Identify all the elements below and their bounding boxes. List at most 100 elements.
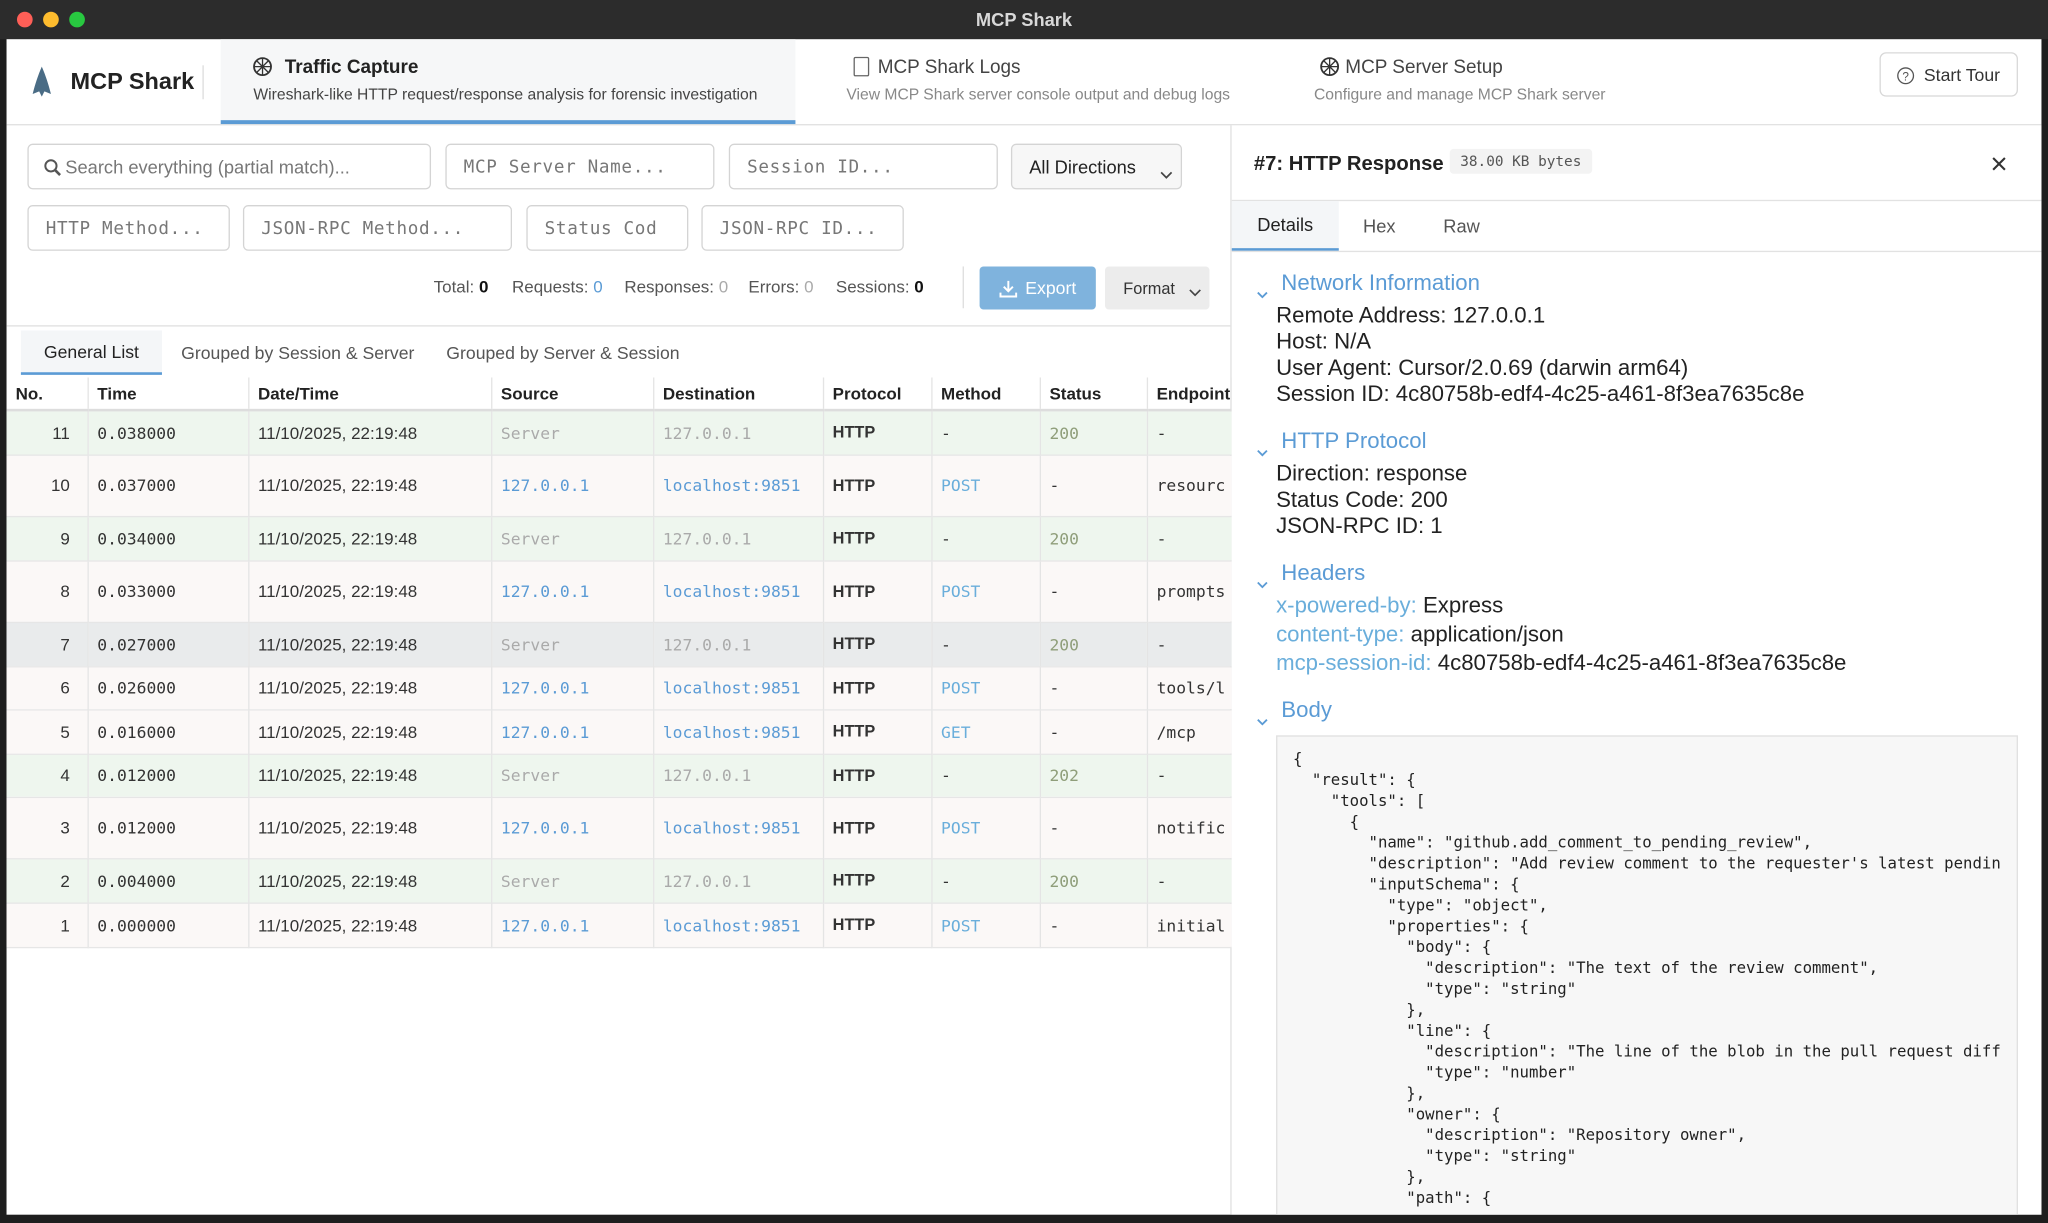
column-header[interactable]: Status bbox=[1039, 377, 1148, 412]
list-tab[interactable]: Grouped by Server & Session bbox=[446, 342, 680, 363]
column-header[interactable]: Time bbox=[87, 377, 249, 412]
cell: 127.0.0.1 bbox=[653, 753, 824, 798]
nav-title: MCP Server Setup bbox=[1345, 57, 1503, 79]
packet-row[interactable]: 5 0.016000 11/10/2025, 22:19:48 127.0.0.1 lo… bbox=[6, 709, 1233, 755]
filter-input[interactable]: Search everything (partial match)... bbox=[27, 143, 432, 190]
svg-text:?: ? bbox=[1902, 70, 1909, 83]
stat: Total: 0 bbox=[434, 277, 489, 297]
header-value: application/json bbox=[1410, 621, 1564, 647]
cell: notific bbox=[1146, 796, 1233, 859]
cell: - bbox=[1039, 454, 1148, 517]
body-line: "line": { bbox=[1293, 1021, 1492, 1040]
packet-row[interactable]: 2 0.004000 11/10/2025, 22:19:48 Server 127.0… bbox=[6, 858, 1233, 904]
detail-tab[interactable]: Raw bbox=[1443, 215, 1480, 237]
tbody: 11 0.038000 11/10/2025, 22:19:48 Server 127.… bbox=[6, 410, 1233, 948]
packet-row[interactable]: 6 0.026000 11/10/2025, 22:19:48 127.0.0.1 lo… bbox=[6, 666, 1233, 710]
column-header[interactable]: Source bbox=[491, 377, 654, 412]
cell: HTTP bbox=[822, 410, 932, 456]
header-item: mcp-session-id: 4c80758b-edf4-4c25-a461-… bbox=[1276, 650, 1846, 676]
list-tab[interactable]: General List bbox=[20, 330, 162, 375]
separator bbox=[6, 325, 1231, 327]
cell: 11/10/2025, 22:19:48 bbox=[248, 515, 492, 561]
cell: - bbox=[1146, 621, 1233, 667]
header-key: content-type: bbox=[1276, 621, 1405, 647]
direction-select[interactable]: All Directions bbox=[1010, 143, 1183, 190]
column-header[interactable]: Destination bbox=[653, 377, 824, 412]
placeholder: MCP Server Name... bbox=[463, 156, 667, 177]
cell: - bbox=[1039, 902, 1148, 948]
cell: localhost:9851 bbox=[653, 666, 824, 710]
cell: 127.0.0.1 bbox=[653, 858, 824, 904]
detail-tab[interactable]: Details bbox=[1231, 201, 1339, 251]
packet-row[interactable]: 8 0.033000 11/10/2025, 22:19:48 127.0.0.1 lo… bbox=[6, 560, 1233, 623]
cell: 7 bbox=[6, 621, 89, 667]
body-box: { "result": { "tools": [ { "name": "gith… bbox=[1276, 735, 2018, 1215]
packet-row[interactable]: 11 0.038000 11/10/2025, 22:19:48 Server 127.… bbox=[6, 410, 1233, 456]
body-line: "description": "Repository owner", bbox=[1293, 1125, 1746, 1145]
filter-input[interactable]: Status Cod bbox=[526, 205, 689, 251]
cell: - bbox=[931, 410, 1041, 456]
column-header[interactable]: Method bbox=[931, 377, 1041, 412]
packet-row[interactable]: 1 0.000000 11/10/2025, 22:19:48 127.0.0.1 lo… bbox=[6, 902, 1233, 948]
filter-input[interactable]: Session ID... bbox=[728, 143, 998, 190]
list-tab[interactable]: Grouped by Session & Server bbox=[181, 342, 415, 363]
body-line: { bbox=[1293, 749, 1303, 768]
column-header[interactable]: No. bbox=[6, 377, 89, 412]
packet-row[interactable]: 4 0.012000 11/10/2025, 22:19:48 Server 127.0… bbox=[6, 753, 1233, 798]
nav-tab[interactable]: MCP Shark Logs View MCP Shark server cons… bbox=[844, 39, 1275, 124]
cell: 0.000000 bbox=[87, 902, 249, 948]
body-line: "type": "number" bbox=[1293, 1063, 1577, 1082]
body-line: "description": "The line of the blob in … bbox=[1293, 1042, 2001, 1061]
packet-row[interactable]: 7 0.027000 11/10/2025, 22:19:48 Server 127.0… bbox=[6, 621, 1233, 667]
close-button[interactable] bbox=[1992, 154, 2006, 171]
column-header[interactable]: Date/Time bbox=[248, 377, 492, 412]
filter-input[interactable]: JSON-RPC Method... bbox=[242, 205, 512, 251]
cell: 127.0.0.1 bbox=[653, 515, 824, 561]
logo bbox=[30, 65, 54, 99]
nav-tab[interactable]: Traffic Capture Wireshark-like HTTP reque… bbox=[220, 39, 796, 125]
packet-row[interactable]: 3 0.012000 11/10/2025, 22:19:48 127.0.0.1 lo… bbox=[6, 796, 1233, 859]
cell: POST bbox=[931, 796, 1041, 859]
cell: 11/10/2025, 22:19:48 bbox=[248, 621, 492, 667]
start-tour-button[interactable]: Start Tour? bbox=[1879, 52, 2018, 97]
cell: 11/10/2025, 22:19:48 bbox=[248, 753, 492, 798]
help-icon-glyph: ? bbox=[1897, 67, 1915, 85]
filter-input[interactable]: JSON-RPC ID... bbox=[701, 205, 904, 251]
stat-label: Errors: bbox=[748, 276, 800, 297]
nav-icon-glyph bbox=[1320, 57, 1340, 77]
nav-subtitle: View MCP Shark server console output and… bbox=[846, 84, 1231, 104]
cell: 0.004000 bbox=[87, 858, 249, 904]
cell: 8 bbox=[6, 560, 89, 623]
placeholder: HTTP Method... bbox=[45, 217, 204, 239]
header-row: No. Time Date/Time Source Destination Protoco… bbox=[6, 377, 1233, 412]
cell: 2 bbox=[6, 858, 89, 904]
cell: 11/10/2025, 22:19:48 bbox=[248, 560, 492, 623]
window-title: MCP Shark bbox=[975, 9, 1073, 31]
section-chevron-glyph bbox=[1257, 449, 1268, 457]
placeholder: Session ID... bbox=[747, 156, 894, 177]
stat-label: Requests: bbox=[511, 276, 589, 297]
cell: HTTP bbox=[822, 709, 932, 755]
export-button[interactable]: Export bbox=[979, 266, 1096, 310]
packet-row[interactable]: 9 0.034000 11/10/2025, 22:19:48 Server 127.0… bbox=[6, 515, 1233, 561]
cell: localhost:9851 bbox=[653, 709, 824, 755]
packet-row[interactable]: 10 0.037000 11/10/2025, 22:19:48 127.0.0.1 l… bbox=[6, 454, 1233, 517]
stat: Errors: 0 bbox=[748, 277, 813, 297]
filter-input[interactable]: MCP Server Name... bbox=[445, 143, 715, 190]
stat-value: 0 bbox=[718, 276, 729, 297]
nav-tab[interactable]: MCP Server Setup Configure and manage MCP… bbox=[1311, 39, 1703, 124]
column-header[interactable]: Protocol bbox=[822, 377, 932, 412]
filter-input[interactable]: HTTP Method... bbox=[27, 205, 230, 251]
cell: 127.0.0.1 bbox=[491, 560, 654, 623]
cell: 4 bbox=[6, 753, 89, 798]
cell: - bbox=[931, 858, 1041, 904]
column-header[interactable]: Endpoint bbox=[1146, 377, 1233, 412]
chevron-glyph bbox=[1189, 289, 1201, 297]
nav-icon-glyph bbox=[253, 57, 272, 77]
title-bar: MCP Shark bbox=[0, 0, 2048, 40]
detail-tab[interactable]: Hex bbox=[1362, 215, 1396, 237]
format-select[interactable]: Format bbox=[1104, 266, 1210, 310]
traffic-lights[interactable] bbox=[16, 10, 94, 28]
header-key: mcp-session-id: bbox=[1276, 650, 1432, 676]
